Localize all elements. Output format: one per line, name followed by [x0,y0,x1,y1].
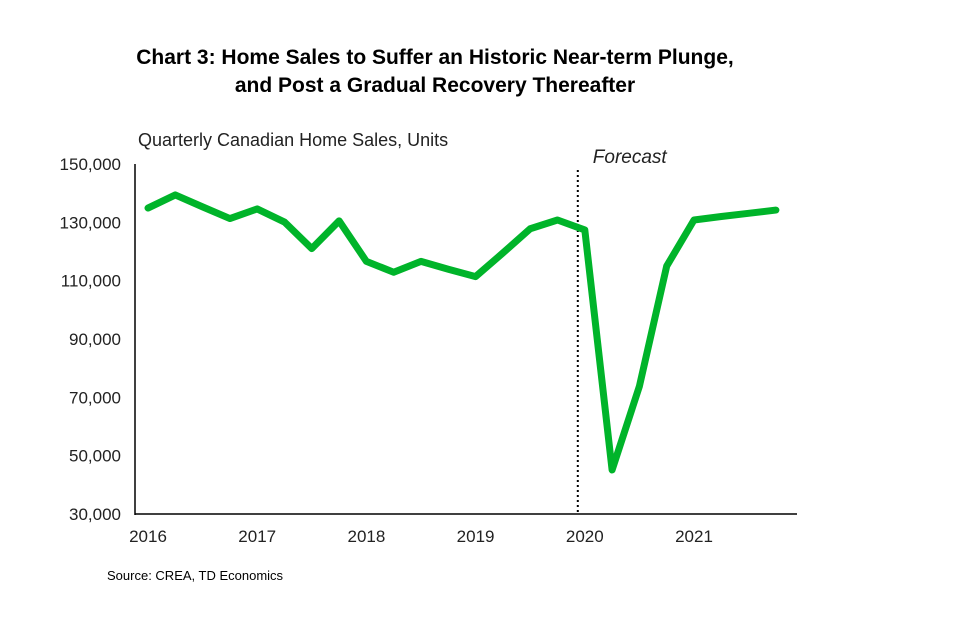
y-tick-label: 110,000 [61,272,121,291]
chart-title-line-2: and Post a Gradual Recovery Thereafter [234,74,636,97]
series-line [144,191,780,474]
chart-title: Chart 3: Home Sales to Suffer an Histori… [0,44,870,100]
x-tick-label: 2021 [675,527,713,546]
x-tick-label: 2019 [457,527,495,546]
x-tick-label: 2020 [566,527,604,546]
y-tick-label: 130,000 [60,213,121,232]
y-tick-label: 70,000 [69,388,121,407]
x-tick-label: 2018 [347,527,385,546]
forecast-annotation: Forecast [593,147,668,168]
x-tick-label: 2016 [129,527,167,546]
y-tick-label: 30,000 [69,505,121,524]
source-note: Source: CREA, TD Economics [107,568,284,583]
y-tick-label: 150,000 [60,155,121,174]
y-tick-label: 50,000 [69,447,121,466]
chart-title-line-1: Chart 3: Home Sales to Suffer an Histori… [136,46,734,69]
y-axis-title: Quarterly Canadian Home Sales, Units [138,130,448,150]
x-tick-label: 2017 [238,527,276,546]
y-tick-label: 90,000 [69,330,121,349]
